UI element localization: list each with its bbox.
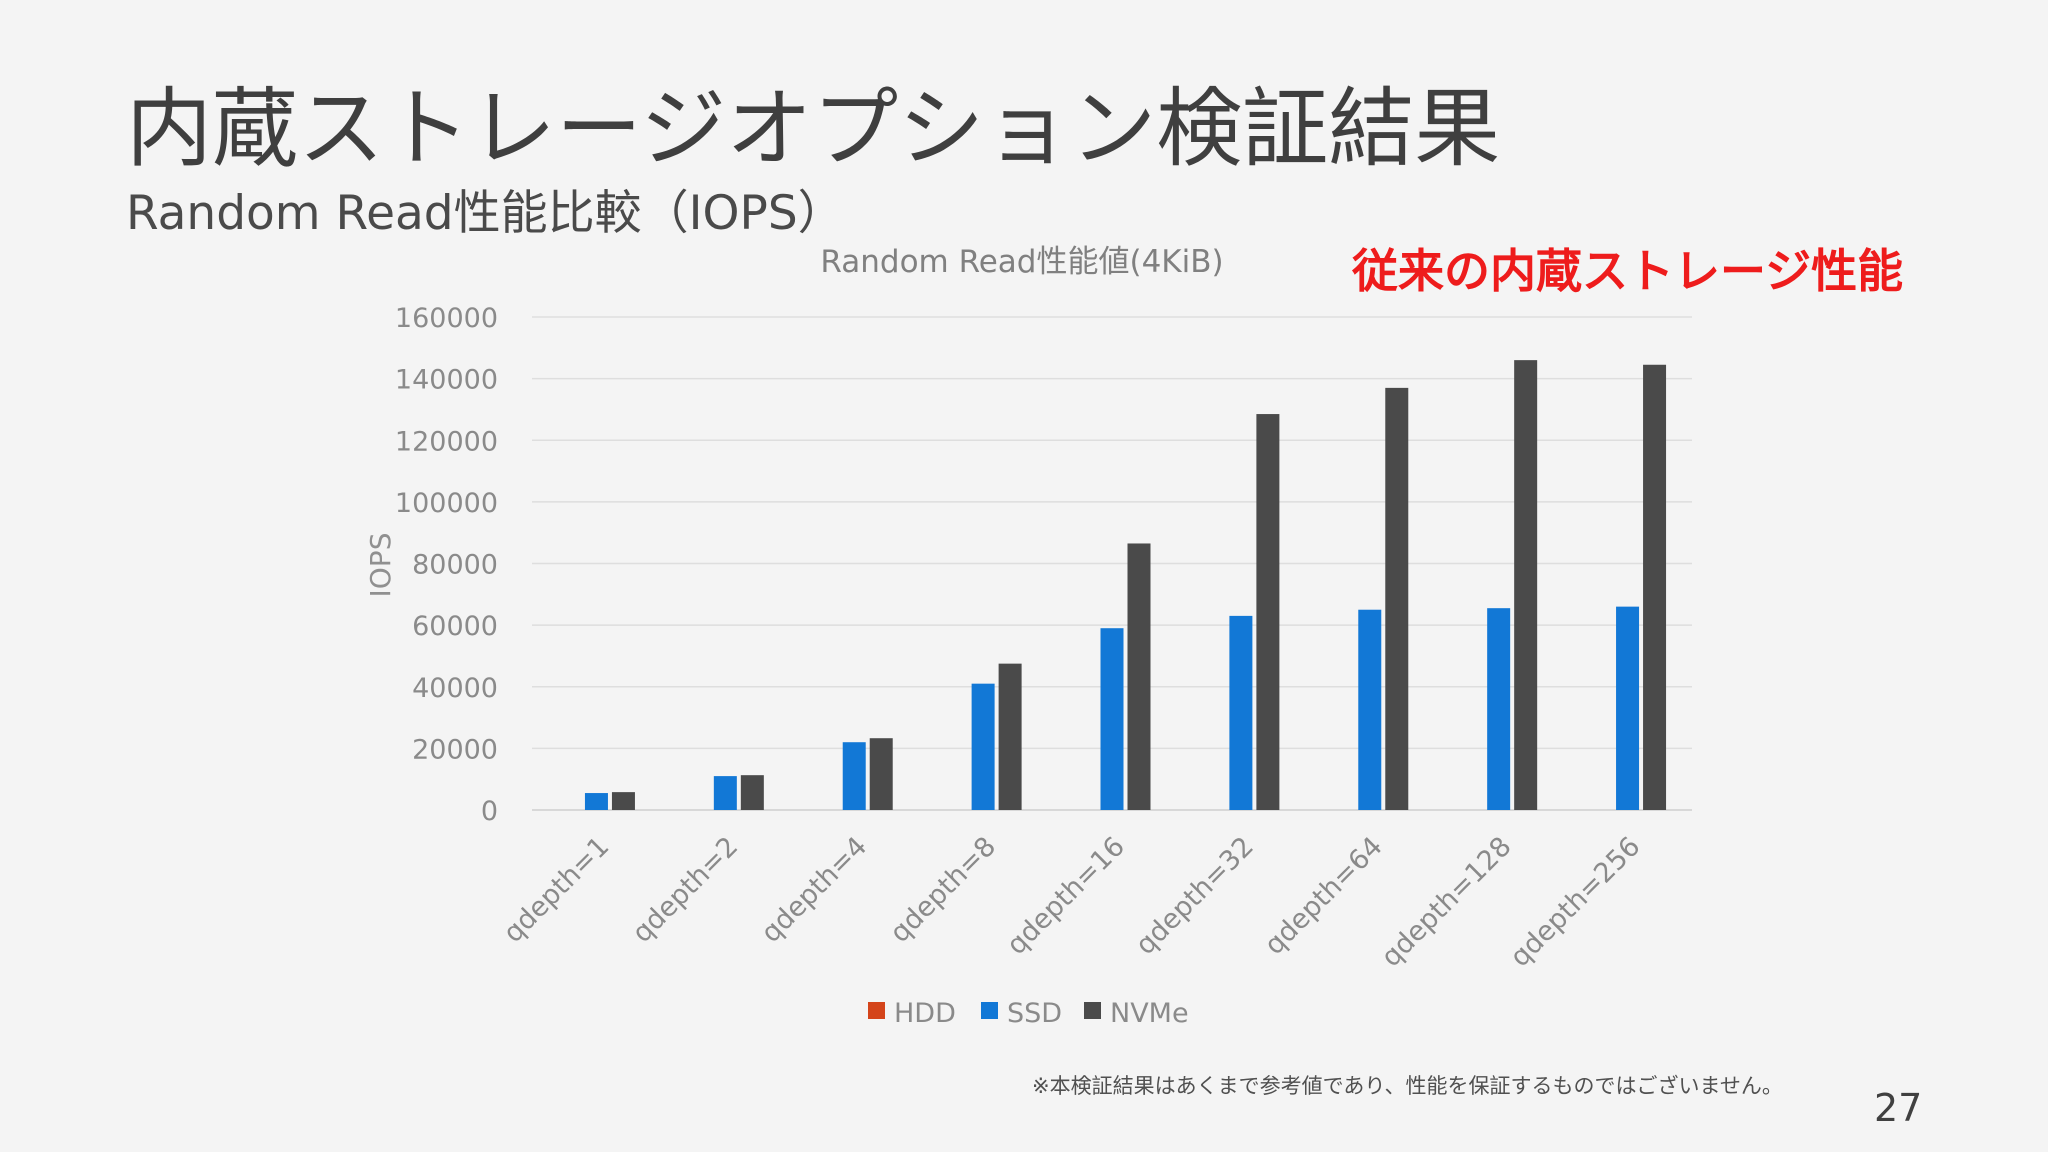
bars <box>584 360 1667 810</box>
bar-ssd <box>1616 606 1640 810</box>
bar-nvme <box>740 775 764 810</box>
bar-nvme <box>998 663 1022 810</box>
y-tick-label: 0 <box>481 796 498 827</box>
bar-ssd <box>842 742 866 810</box>
bar-ssd <box>1487 608 1511 810</box>
bar-ssd <box>1100 628 1124 810</box>
legend-swatch-hdd <box>868 1002 885 1019</box>
x-tick-label: qdepth=2 <box>627 831 745 949</box>
callout-label: 従来の内蔵ストレージ性能 <box>1352 244 1904 298</box>
x-tick-label: qdepth=8 <box>884 831 1002 949</box>
legend-label-ssd: SSD <box>1007 998 1062 1029</box>
x-tick-label: qdepth=64 <box>1259 831 1389 961</box>
bar-nvme <box>1256 414 1280 810</box>
y-tick-label: 20000 <box>412 734 498 765</box>
x-tick-label: qdepth=32 <box>1130 831 1260 961</box>
x-tick-label: qdepth=16 <box>1001 831 1131 961</box>
x-axis-ticks: qdepth=1 qdepth=2 qdepth=4 qdepth=8qdepth=1… <box>498 831 1647 973</box>
y-tick-label: 140000 <box>395 365 498 396</box>
bar-nvme <box>1514 360 1538 810</box>
footnote: ※本検証結果はあくまで参考値であり、性能を保証するものではございません。 <box>1032 1074 1783 1098</box>
y-tick-label: 60000 <box>412 611 498 642</box>
bar-nvme <box>869 738 893 810</box>
x-tick-label: qdepth=256 <box>1504 831 1646 973</box>
bar-nvme <box>1127 543 1151 810</box>
page-number: 27 <box>1874 1086 1923 1130</box>
y-axis-label: IOPS <box>364 533 397 598</box>
y-tick-label: 80000 <box>412 550 498 581</box>
bar-ssd <box>1358 609 1382 810</box>
legend-label-nvme: NVMe <box>1110 998 1189 1029</box>
legend-swatch-nvme <box>1084 1002 1101 1019</box>
x-tick-label: qdepth=4 <box>755 831 873 949</box>
y-axis-ticks: 0 20000 40000 60000 80000 100000 120000 140000 1… <box>395 303 498 827</box>
bar-nvme <box>1643 364 1667 810</box>
x-tick-label: qdepth=128 <box>1376 831 1518 973</box>
bar-ssd <box>1229 615 1253 810</box>
y-tick-label: 100000 <box>395 488 498 519</box>
slide-subtitle: Random Read性能比較（IOPS） <box>126 186 845 241</box>
bar-ssd <box>713 776 737 810</box>
bar-nvme <box>1385 387 1409 810</box>
legend-label-hdd: HDD <box>894 998 956 1029</box>
bar-ssd <box>971 683 995 810</box>
legend: HDD SSD NVMe <box>868 998 1189 1029</box>
bar-nvme <box>611 792 635 810</box>
legend-swatch-ssd <box>981 1002 998 1019</box>
y-tick-label: 40000 <box>412 673 498 704</box>
y-tick-label: 160000 <box>395 303 498 334</box>
slide-title: 内蔵ストレージオプション検証結果 <box>126 79 1501 179</box>
y-tick-label: 120000 <box>395 426 498 457</box>
bar-ssd <box>584 793 608 810</box>
x-tick-label: qdepth=1 <box>498 831 616 949</box>
chart-title: Random Read性能値(4KiB) <box>820 244 1223 280</box>
